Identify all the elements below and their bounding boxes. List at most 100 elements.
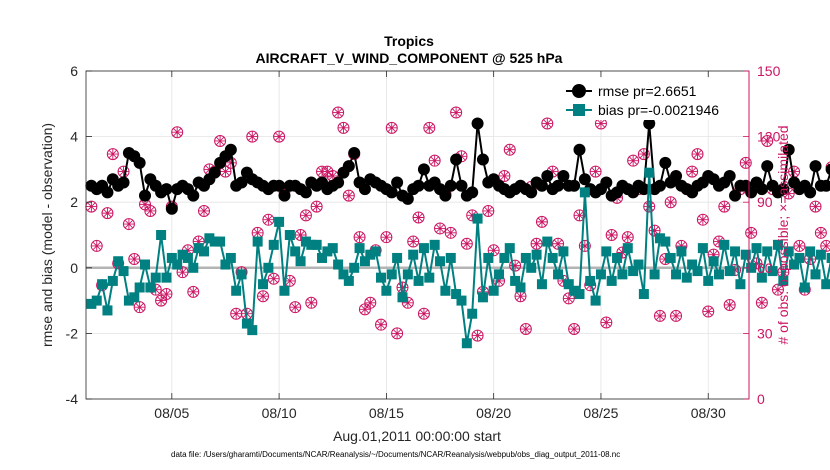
obs-assimilated-point	[778, 266, 789, 278]
obs-possible-point	[353, 231, 366, 244]
obs-assimilated-point	[102, 207, 113, 219]
obs-possible-point	[771, 283, 784, 296]
bias-point	[338, 269, 349, 280]
x-tick-label: 08/25	[583, 405, 618, 421]
bias-point	[660, 236, 671, 247]
rmse-point	[670, 169, 683, 182]
rmse-point	[643, 117, 656, 130]
obs-assimilated-point	[300, 210, 312, 221]
obs-possible-point	[562, 292, 575, 305]
bias-point	[204, 233, 215, 244]
obs-assimilated-point	[230, 308, 242, 319]
bias-point	[440, 285, 451, 296]
obs-possible-point	[519, 323, 532, 336]
obs-possible-point	[214, 134, 227, 147]
obs-assimilated-point	[665, 197, 676, 208]
obs-possible-point	[670, 309, 683, 322]
bias-point	[306, 239, 317, 250]
rmse-point	[358, 183, 371, 196]
bias-point	[547, 252, 558, 263]
obs-assimilated-point	[697, 214, 709, 225]
obs-assimilated-point	[107, 148, 119, 160]
bias-point	[188, 262, 199, 273]
obs-assimilated-point	[810, 201, 821, 212]
obs-assimilated-point	[472, 330, 483, 341]
data-marks	[85, 106, 830, 349]
bias-point	[413, 275, 424, 286]
obs-assimilated-point	[198, 205, 210, 217]
bias-point	[418, 243, 429, 254]
obs-assimilated-point	[86, 201, 97, 212]
bias-point	[713, 269, 724, 280]
obs-possible-point	[294, 229, 307, 241]
y-axis-label-right: # of obs: o=possible; ×=assimilated	[775, 125, 791, 344]
rmse-point	[160, 183, 173, 196]
bias-point	[145, 282, 156, 293]
obs-assimilated-point	[692, 148, 703, 160]
rmse-point	[557, 169, 570, 182]
obs-assimilated-point	[579, 240, 591, 252]
rmse-point	[777, 183, 790, 196]
obs-assimilated-point	[375, 319, 387, 330]
bias-point	[719, 239, 730, 250]
bias-point	[815, 249, 826, 260]
obs-possible-point	[305, 296, 318, 309]
bias-point	[622, 243, 633, 254]
obs-assimilated-point	[638, 148, 650, 160]
rmse-point	[568, 179, 581, 192]
obs-possible-point	[176, 266, 189, 279]
bias-point	[456, 295, 467, 306]
bias-point	[215, 236, 226, 247]
obs-assimilated-point	[118, 166, 129, 177]
y-tick-label: -4	[66, 391, 79, 407]
bias-point	[601, 246, 612, 257]
bias-point	[424, 272, 435, 283]
rmse-point	[466, 186, 479, 199]
obs-possible-point	[90, 239, 103, 252]
obs-assimilated-point	[402, 297, 414, 308]
obs-assimilated-point	[504, 144, 515, 155]
obs-assimilated-point	[397, 282, 408, 293]
obs-assimilated-point	[493, 275, 505, 287]
bias-point	[140, 259, 151, 270]
bias-point	[676, 246, 687, 257]
obs-possible-point	[600, 316, 613, 329]
obs-assimilated-point	[424, 122, 435, 134]
obs-assimilated-point	[751, 258, 762, 269]
obs-assimilated-point	[450, 107, 462, 118]
rmse-point	[412, 179, 425, 192]
obs-assimilated-point	[568, 323, 580, 335]
bias-point	[494, 269, 505, 280]
bias-point	[612, 252, 623, 263]
obs-assimilated-point	[316, 166, 328, 177]
bias-point	[665, 252, 676, 263]
obs-possible-point	[621, 231, 634, 244]
bias-point	[376, 272, 387, 283]
obs-possible-point	[814, 226, 827, 239]
obs-possible-point	[739, 156, 752, 169]
obs-assimilated-point	[257, 291, 269, 302]
bias-point	[756, 272, 767, 283]
obs-possible-point	[407, 235, 420, 248]
obs-possible-point	[723, 298, 736, 311]
bias-point	[118, 266, 129, 277]
obs-assimilated-point	[515, 291, 526, 302]
rmse-point	[782, 143, 795, 156]
bias-point	[681, 272, 692, 283]
rmse-point	[659, 156, 672, 169]
obs-possible-point	[246, 130, 259, 143]
obs-assimilated-point	[509, 260, 521, 271]
legend-rmse-label: rmse pr=2.6651	[598, 83, 697, 99]
obs-possible-point	[627, 154, 640, 167]
obs-possible-point	[605, 229, 618, 241]
bias-point	[333, 259, 344, 270]
rmse-point	[391, 176, 404, 189]
bias-point	[231, 285, 242, 296]
rmse-point	[729, 189, 742, 202]
rmse-point	[820, 179, 830, 192]
obs-assimilated-point	[263, 214, 274, 225]
obs-assimilated-point	[740, 157, 751, 169]
bias-point	[193, 243, 204, 254]
obs-possible-point	[568, 323, 581, 336]
